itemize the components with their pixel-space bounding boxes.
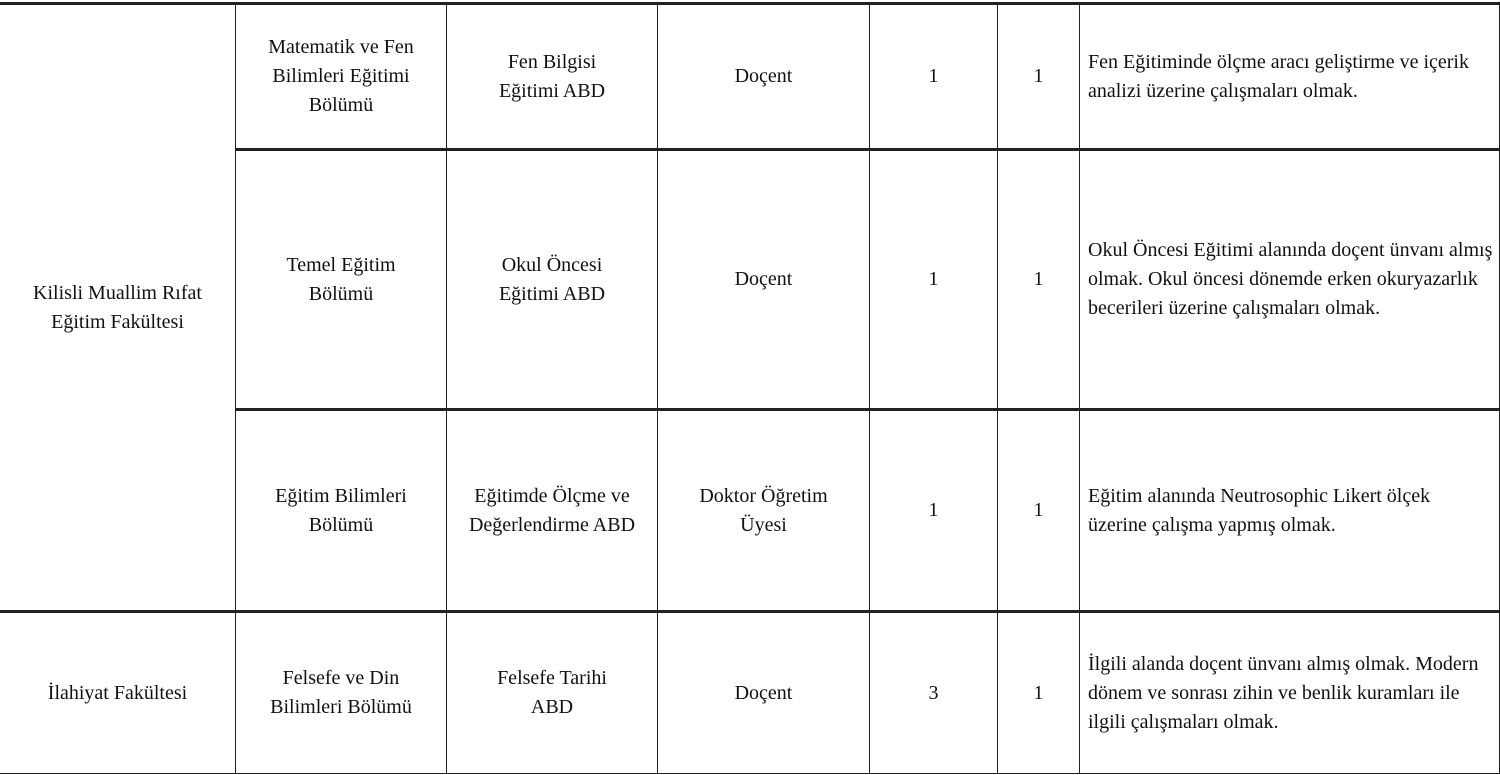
- degree-cell: 1: [997, 408, 1080, 612]
- requirement-cell: Eğitim alanında Neutrosophic Likert ölçe…: [1079, 408, 1500, 612]
- degree-cell: 1: [997, 610, 1080, 774]
- faculty-cell: Kilisli Muallim Rıfat Eğitim Fakültesi: [0, 3, 236, 612]
- department-cell: Eğitim Bilimleri Bölümü: [235, 408, 447, 612]
- department-cell: Felsefe ve Din Bilimleri Bölümü: [235, 610, 447, 774]
- division-cell: Eğitimde Ölçme ve Değerlendirme ABD: [446, 408, 658, 612]
- count-cell: 1: [869, 408, 998, 612]
- division-cell: Okul Öncesi Eğitimi ABD: [446, 148, 658, 410]
- requirement-cell: Fen Eğitiminde ölçme aracı geliştirme ve…: [1079, 3, 1500, 150]
- title-cell: Doktor Öğretim Üyesi: [657, 408, 870, 612]
- count-cell: 3: [869, 610, 998, 774]
- table-row: Eğitim Bilimleri Bölümü Eğitimde Ölçme v…: [0, 408, 1500, 612]
- requirement-cell: Okul Öncesi Eğitimi alanında doçent ünva…: [1079, 148, 1500, 410]
- table-row: İlahiyat Fakültesi Felsefe ve Din Biliml…: [0, 610, 1500, 774]
- count-cell: 1: [869, 3, 998, 150]
- table-row: Temel Eğitim Bölümü Okul Öncesi Eğitimi …: [0, 148, 1500, 410]
- department-cell: Matematik ve Fen Bilimleri Eğitimi Bölüm…: [235, 3, 447, 150]
- table-row: Kilisli Muallim Rıfat Eğitim Fakültesi M…: [0, 3, 1500, 612]
- faculty-cell: İlahiyat Fakültesi: [0, 610, 236, 774]
- degree-cell: 1: [997, 3, 1080, 150]
- title-cell: Doçent: [657, 610, 870, 774]
- degree-cell: 1: [997, 148, 1080, 410]
- title-cell: Doçent: [657, 148, 870, 410]
- department-cell: Temel Eğitim Bölümü: [235, 148, 447, 410]
- division-cell: Felsefe Tarihi ABD: [446, 610, 658, 774]
- count-cell: 1: [869, 148, 998, 410]
- requirement-cell: İlgili alanda doçent ünvanı almış olmak.…: [1079, 610, 1500, 774]
- division-cell: Fen Bilgisi Eğitimi ABD: [446, 3, 658, 150]
- title-cell: Doçent: [657, 3, 870, 150]
